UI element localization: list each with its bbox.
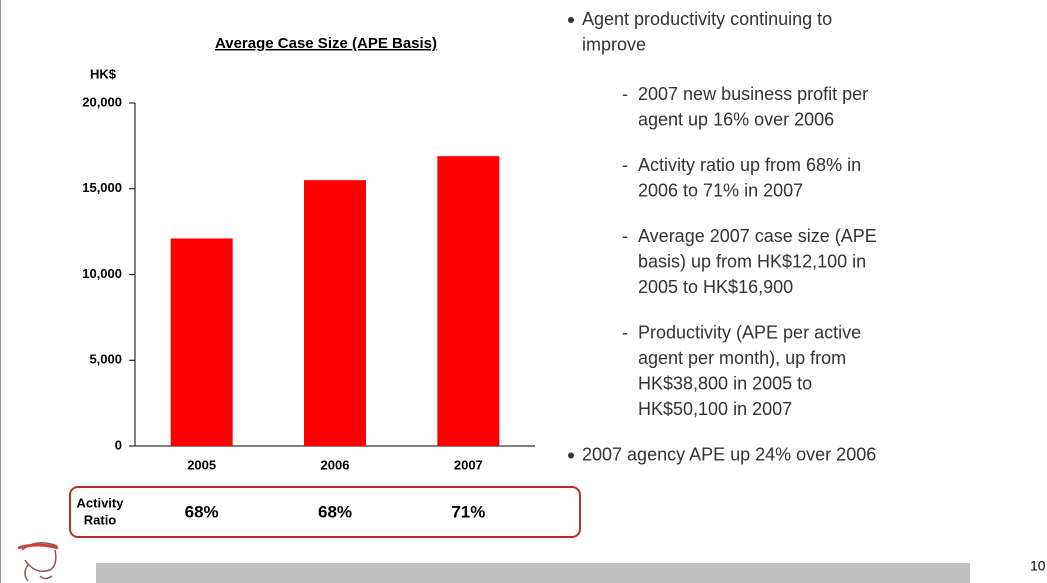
y-tick-label: 0 xyxy=(115,437,122,452)
sub-bullet-text: Activity ratio up from 68% in xyxy=(638,155,861,175)
sub-bullet-text: 2006 to 71% in 2007 xyxy=(638,180,803,200)
ratio-box xyxy=(69,486,581,538)
y-axis-label: HK$ xyxy=(90,66,117,81)
bar xyxy=(437,156,500,447)
sub-bullet-text: Productivity (APE per active xyxy=(638,322,861,342)
sub-bullet-text: Average 2007 case size (APE xyxy=(638,226,877,246)
logo xyxy=(17,542,59,582)
y-tick-label: 20,000 xyxy=(82,94,122,109)
sub-bullet-text: basis) up from HK$12,100 in xyxy=(638,251,866,271)
ratio-label: Ratio xyxy=(84,512,117,527)
sub-bullet-text: agent up 16% over 2006 xyxy=(638,109,834,129)
page-number: 10 xyxy=(1030,558,1046,574)
x-tick-label: 2006 xyxy=(321,457,350,472)
x-tick-label: 2005 xyxy=(187,457,216,472)
sub-bullet-text: 2005 to HK$16,900 xyxy=(638,277,793,297)
sub-dash: - xyxy=(622,322,628,342)
bullet-text: 2007 agency APE up 24% over 2006 xyxy=(582,444,876,464)
sub-bullet-text: HK$50,100 in 2007 xyxy=(638,399,792,419)
sub-bullet-text: agent per month), up from xyxy=(638,348,846,368)
y-tick-label: 15,000 xyxy=(82,180,122,195)
chart-title: Average Case Size (APE Basis) xyxy=(215,35,437,52)
y-tick-label: 5,000 xyxy=(89,352,122,367)
bar xyxy=(304,180,366,447)
ratio-cell: 71% xyxy=(451,502,485,521)
sub-bullet-text: 2007 new business profit per xyxy=(638,84,868,104)
bullet-dot xyxy=(568,17,574,23)
ratio-label: Activity xyxy=(77,495,125,510)
footer-bar xyxy=(96,563,970,583)
bullet-dot xyxy=(568,452,574,459)
ratio-cell: 68% xyxy=(318,502,352,521)
bar xyxy=(170,238,233,446)
x-tick-label: 2007 xyxy=(454,457,483,472)
y-tick-label: 10,000 xyxy=(82,266,122,281)
ratio-cell: 68% xyxy=(185,502,219,521)
sub-dash: - xyxy=(622,226,628,246)
bullet-text: Agent productivity continuing to xyxy=(582,9,832,29)
sub-dash: - xyxy=(622,84,628,104)
sub-dash: - xyxy=(622,155,628,175)
sub-bullet-text: HK$38,800 in 2005 to xyxy=(638,373,812,393)
bullet-text: improve xyxy=(582,34,646,54)
